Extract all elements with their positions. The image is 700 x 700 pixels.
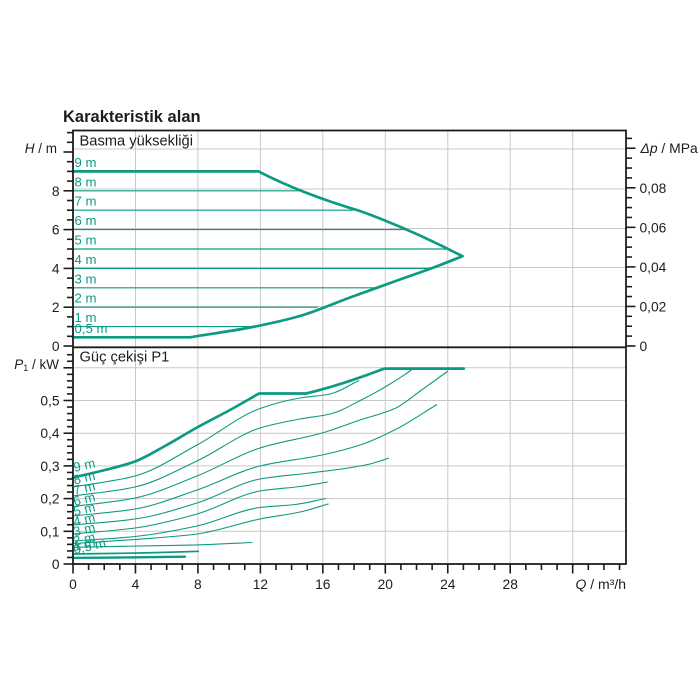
svg-text:2 m: 2 m bbox=[72, 529, 97, 549]
svg-text:7 m: 7 m bbox=[72, 478, 97, 498]
svg-text:8: 8 bbox=[194, 577, 202, 592]
svg-text:0,3: 0,3 bbox=[40, 459, 60, 474]
svg-text:0,1: 0,1 bbox=[40, 524, 59, 539]
svg-text:0,5: 0,5 bbox=[40, 394, 60, 409]
svg-text:0,06: 0,06 bbox=[640, 220, 667, 235]
svg-text:12: 12 bbox=[253, 577, 268, 592]
svg-text:0,08: 0,08 bbox=[640, 181, 667, 196]
svg-text:8 m: 8 m bbox=[75, 174, 97, 189]
svg-text:2 m: 2 m bbox=[75, 291, 97, 306]
svg-text:0,5 m: 0,5 m bbox=[75, 321, 108, 336]
svg-text:0: 0 bbox=[69, 577, 77, 592]
svg-text:0,2: 0,2 bbox=[40, 492, 59, 507]
svg-text:0: 0 bbox=[640, 339, 648, 354]
svg-text:0: 0 bbox=[52, 339, 60, 354]
svg-text:P1 / kW: P1 / kW bbox=[14, 357, 59, 373]
svg-text:24: 24 bbox=[440, 577, 456, 592]
svg-text:H / m: H / m bbox=[25, 141, 57, 156]
svg-text:1 m: 1 m bbox=[75, 310, 97, 325]
svg-text:Q / m³/h: Q / m³/h bbox=[575, 576, 626, 592]
svg-text:0,04: 0,04 bbox=[640, 260, 667, 275]
svg-text:20: 20 bbox=[378, 577, 394, 592]
svg-text:0,5 m: 0,5 m bbox=[72, 535, 108, 557]
svg-text:Δp / MPa: Δp / MPa bbox=[640, 140, 698, 156]
svg-text:6 m: 6 m bbox=[72, 489, 97, 509]
svg-text:6 m: 6 m bbox=[75, 213, 97, 228]
svg-text:4 m: 4 m bbox=[75, 252, 97, 267]
svg-text:0: 0 bbox=[52, 557, 60, 572]
svg-text:8: 8 bbox=[52, 184, 60, 199]
svg-text:0,02: 0,02 bbox=[640, 299, 667, 314]
svg-text:Karakteristik alan: Karakteristik alan bbox=[63, 108, 201, 126]
svg-text:7 m: 7 m bbox=[75, 194, 97, 209]
svg-text:9 m: 9 m bbox=[75, 155, 97, 170]
svg-text:28: 28 bbox=[503, 577, 519, 592]
svg-text:6: 6 bbox=[52, 223, 60, 238]
svg-text:8 m: 8 m bbox=[72, 468, 97, 488]
svg-text:Basma yüksekliği: Basma yüksekliği bbox=[80, 133, 193, 149]
svg-text:1 m: 1 m bbox=[72, 534, 97, 554]
svg-text:9 m: 9 m bbox=[72, 455, 97, 475]
svg-text:2: 2 bbox=[52, 300, 60, 315]
svg-text:3 m: 3 m bbox=[72, 520, 97, 540]
svg-text:4: 4 bbox=[132, 577, 140, 592]
svg-text:16: 16 bbox=[315, 577, 331, 592]
svg-text:Güç çekişi P1: Güç çekişi P1 bbox=[80, 350, 170, 366]
svg-text:4: 4 bbox=[52, 261, 60, 276]
svg-text:4 m: 4 m bbox=[72, 510, 97, 530]
svg-text:0,4: 0,4 bbox=[40, 426, 60, 441]
svg-text:5 m: 5 m bbox=[75, 233, 97, 248]
svg-text:5 m: 5 m bbox=[72, 499, 97, 519]
svg-text:3 m: 3 m bbox=[75, 271, 97, 286]
